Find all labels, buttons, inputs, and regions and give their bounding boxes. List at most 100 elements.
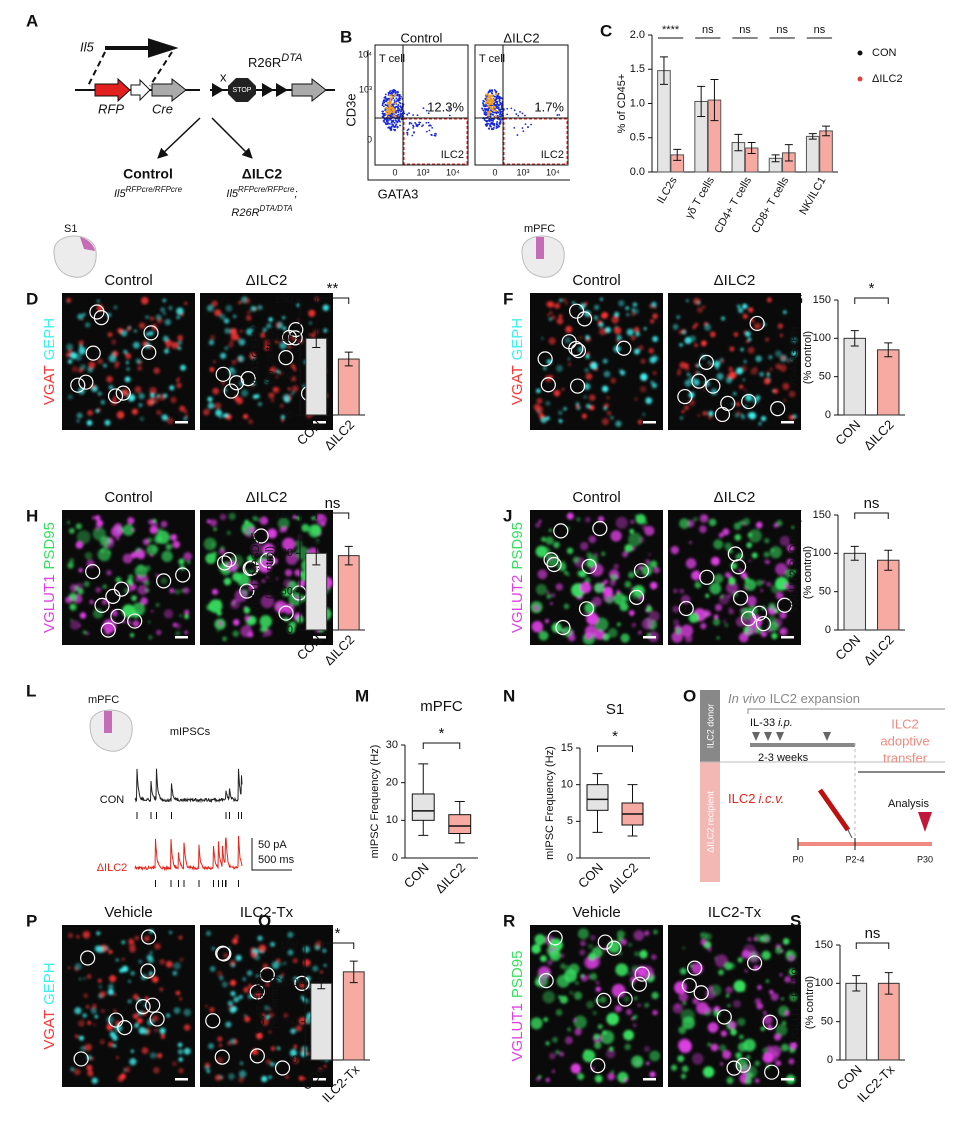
punctum xyxy=(537,569,548,580)
punctum xyxy=(614,1005,622,1013)
punctum xyxy=(726,1077,734,1085)
punctum xyxy=(217,1036,223,1042)
punctum xyxy=(633,996,638,1001)
punctum xyxy=(209,367,215,372)
event-dot xyxy=(483,100,486,103)
punctum xyxy=(738,553,741,557)
punctum xyxy=(548,310,553,315)
loxp-sites xyxy=(212,83,288,97)
event-dot xyxy=(497,97,500,100)
punctum xyxy=(578,336,582,340)
event-dot xyxy=(395,105,398,108)
event-dot xyxy=(489,115,492,118)
punctum xyxy=(283,961,287,965)
punctum xyxy=(230,599,240,610)
punctum xyxy=(740,571,748,579)
punctum xyxy=(149,951,153,954)
punctum xyxy=(219,313,226,320)
punctum xyxy=(722,619,726,623)
bar xyxy=(843,552,866,631)
error-bar xyxy=(344,545,353,566)
punctum xyxy=(775,1060,782,1067)
event-dot xyxy=(483,105,486,108)
punctum xyxy=(792,414,797,419)
punctum xyxy=(102,584,107,589)
punctum xyxy=(743,330,746,334)
punctum xyxy=(261,579,266,583)
punctum xyxy=(157,1053,163,1059)
needle xyxy=(847,829,853,839)
y-tick-label: 50 xyxy=(281,371,293,383)
punctum xyxy=(238,1070,247,1078)
punctum xyxy=(84,1043,92,1051)
y-tick-label: 150 xyxy=(813,509,831,521)
event-dot xyxy=(524,114,526,117)
punctum xyxy=(125,352,132,359)
punctum xyxy=(106,1023,114,1031)
punctum xyxy=(318,1067,323,1072)
punctum xyxy=(758,422,762,426)
punctum xyxy=(574,1028,582,1036)
punctum xyxy=(692,997,699,1005)
punctum xyxy=(134,329,137,333)
punctum xyxy=(725,377,733,384)
y-axis-label: (% control) xyxy=(804,976,816,1029)
punctum xyxy=(224,346,229,351)
punctum xyxy=(610,530,622,542)
punctum xyxy=(601,385,609,393)
colocalization-circle xyxy=(223,383,239,399)
punctum xyxy=(538,1075,542,1079)
x-tick-label: ILC2-Tx xyxy=(854,1062,898,1106)
punctum xyxy=(567,362,572,366)
y-axis-label: (% control) xyxy=(264,331,276,384)
punctum xyxy=(290,364,296,369)
punctum xyxy=(183,1047,191,1055)
punctum xyxy=(791,350,798,357)
significance-label: * xyxy=(439,725,445,742)
colocalization-circle xyxy=(746,955,763,971)
event-dot xyxy=(396,121,399,124)
punctum xyxy=(176,315,180,320)
punctum xyxy=(634,514,638,518)
event-dot xyxy=(411,134,414,137)
punctum xyxy=(543,1017,549,1022)
event-dot xyxy=(487,103,490,107)
stain-name: PSD95 xyxy=(509,522,526,570)
punctum xyxy=(218,1043,222,1047)
punctum xyxy=(279,962,283,966)
punctum xyxy=(238,338,246,346)
punctum xyxy=(160,520,168,528)
punctum xyxy=(264,628,272,637)
punctum xyxy=(108,1042,113,1047)
punctum xyxy=(742,303,748,309)
punctum xyxy=(66,352,71,357)
punctum xyxy=(97,946,104,953)
punctum xyxy=(681,410,685,414)
punctum xyxy=(151,400,155,404)
event-dot xyxy=(399,105,401,108)
scale-bar xyxy=(313,421,326,424)
significance-bracket xyxy=(320,942,355,949)
transfer-label: ILC2 xyxy=(891,716,918,731)
punctum xyxy=(152,1015,159,1022)
punctum xyxy=(547,960,553,966)
punctum xyxy=(149,393,155,398)
punctum xyxy=(233,996,240,1003)
punctum xyxy=(183,416,188,421)
punctum xyxy=(124,1066,131,1073)
event-dot xyxy=(498,113,501,116)
punctum xyxy=(225,304,233,312)
punctum xyxy=(323,963,327,967)
punctum xyxy=(291,385,299,393)
punctum xyxy=(285,552,298,565)
punctum xyxy=(263,339,271,346)
panel-label: D xyxy=(26,289,38,308)
punctum xyxy=(264,345,270,351)
punctum xyxy=(276,975,283,983)
punctum xyxy=(536,397,543,404)
punctum xyxy=(766,373,770,377)
event-dot xyxy=(382,115,385,118)
expansion-bracket xyxy=(747,708,945,714)
punctum xyxy=(218,548,226,555)
punctum xyxy=(781,1020,787,1026)
